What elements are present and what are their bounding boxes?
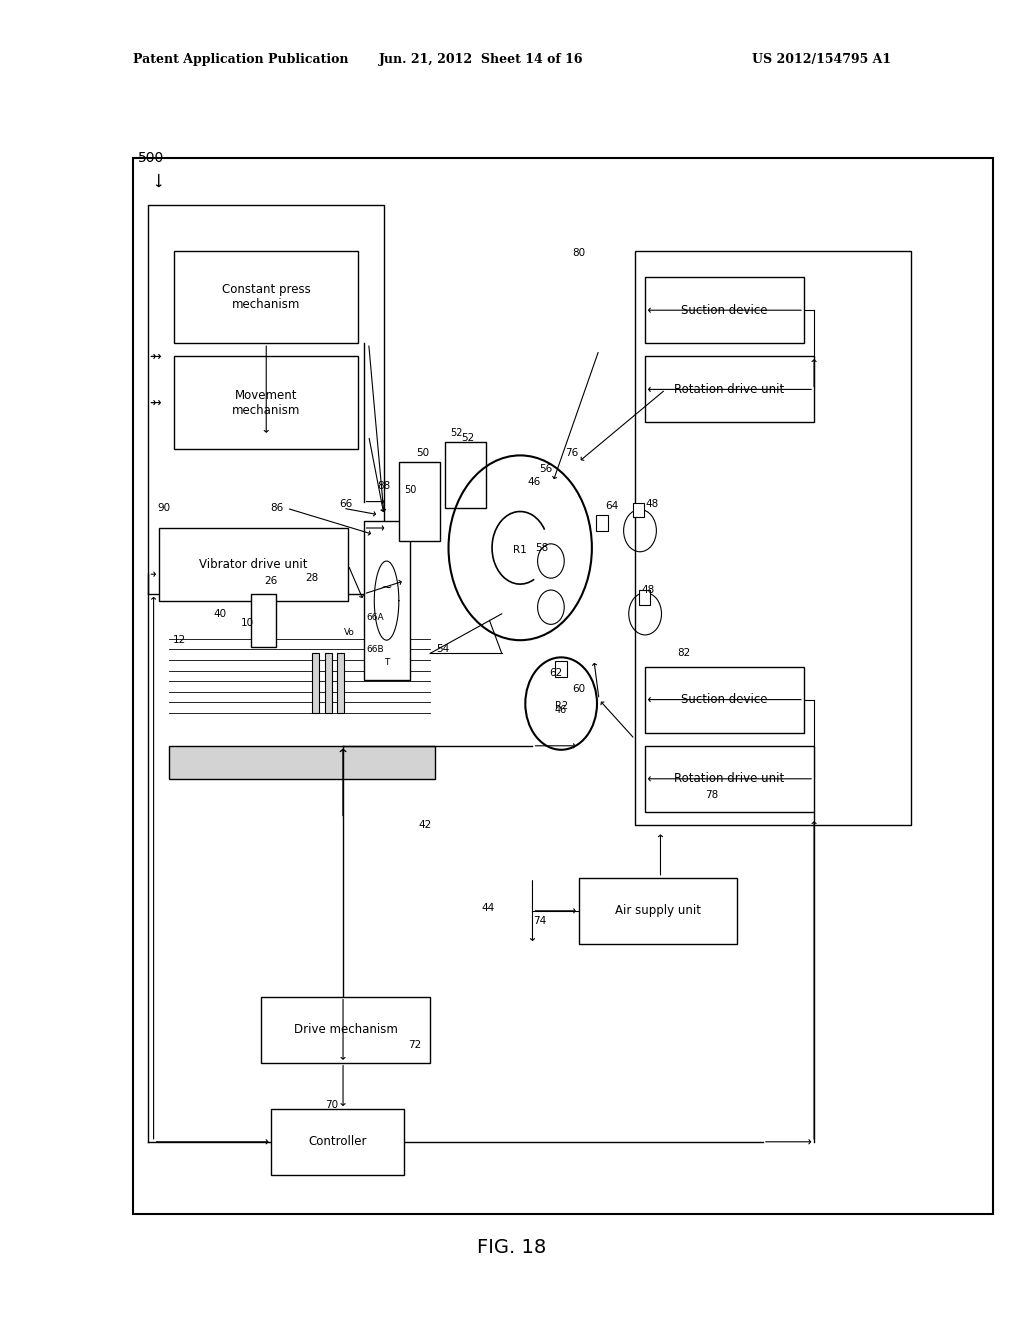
FancyBboxPatch shape [633,503,644,517]
FancyBboxPatch shape [645,667,804,733]
Text: ~: ~ [381,581,392,594]
FancyBboxPatch shape [645,277,804,343]
Text: 500: 500 [138,152,165,165]
Text: 76: 76 [565,447,578,458]
Text: 48: 48 [642,585,654,595]
Text: 28: 28 [306,573,318,583]
Text: Rotation drive unit: Rotation drive unit [675,383,784,396]
FancyBboxPatch shape [555,661,567,677]
FancyBboxPatch shape [635,251,911,825]
FancyBboxPatch shape [148,205,384,594]
FancyBboxPatch shape [445,442,486,508]
Text: Movement
mechanism: Movement mechanism [232,388,300,417]
Text: 78: 78 [706,789,718,800]
FancyBboxPatch shape [169,746,435,779]
Text: 50: 50 [404,484,417,495]
Text: 74: 74 [534,916,546,927]
FancyBboxPatch shape [596,515,608,531]
FancyBboxPatch shape [271,1109,404,1175]
Text: 46: 46 [528,477,541,487]
Text: 82: 82 [678,648,690,659]
Text: Rotation drive unit: Rotation drive unit [675,772,784,785]
Text: 72: 72 [409,1040,421,1051]
FancyBboxPatch shape [159,528,348,601]
Text: 54: 54 [436,644,449,655]
Text: US 2012/154795 A1: US 2012/154795 A1 [752,53,891,66]
Text: 58: 58 [536,543,548,553]
Text: 12: 12 [173,635,185,645]
FancyBboxPatch shape [364,521,410,680]
Text: R2: R2 [555,701,567,711]
Text: 56: 56 [540,463,552,474]
Text: 60: 60 [572,684,585,694]
FancyBboxPatch shape [645,746,814,812]
Text: 40: 40 [214,609,226,619]
Text: 64: 64 [606,500,618,511]
FancyBboxPatch shape [645,356,814,422]
Text: FIG. 18: FIG. 18 [477,1238,547,1257]
FancyBboxPatch shape [174,251,358,343]
Text: 86: 86 [270,503,283,513]
Text: Controller: Controller [308,1135,368,1148]
Text: Vibrator drive unit: Vibrator drive unit [200,558,307,570]
Text: Jun. 21, 2012  Sheet 14 of 16: Jun. 21, 2012 Sheet 14 of 16 [379,53,584,66]
Text: 52: 52 [462,433,474,444]
FancyBboxPatch shape [174,356,358,449]
FancyBboxPatch shape [133,158,993,1214]
Text: 66B: 66B [367,645,384,653]
Text: 62: 62 [550,668,562,678]
FancyBboxPatch shape [337,653,344,713]
Text: 46: 46 [555,705,567,715]
Text: Patent Application Publication: Patent Application Publication [133,53,348,66]
FancyBboxPatch shape [261,997,430,1063]
FancyBboxPatch shape [639,590,650,605]
Text: 66A: 66A [367,614,384,622]
Text: 52: 52 [451,428,463,438]
FancyBboxPatch shape [251,594,276,647]
FancyBboxPatch shape [312,653,319,713]
Text: R1: R1 [513,545,527,556]
Text: 48: 48 [646,499,658,510]
Text: Constant press
mechanism: Constant press mechanism [222,282,310,312]
Text: 44: 44 [482,903,495,913]
Text: T: T [384,659,390,667]
Text: Vo: Vo [343,628,354,636]
Text: 42: 42 [419,820,431,830]
Text: 50: 50 [417,447,429,458]
Text: 80: 80 [572,248,585,259]
Text: 10: 10 [242,618,254,628]
FancyBboxPatch shape [399,462,440,541]
Text: Air supply unit: Air supply unit [615,904,700,917]
Text: 66: 66 [340,499,352,510]
FancyBboxPatch shape [325,653,332,713]
FancyBboxPatch shape [579,878,737,944]
Text: Suction device: Suction device [681,693,768,706]
Text: 70: 70 [326,1100,338,1110]
Text: Suction device: Suction device [681,304,768,317]
Text: 90: 90 [158,503,170,513]
Text: 88: 88 [378,480,390,491]
Text: 26: 26 [265,576,278,586]
Text: Drive mechanism: Drive mechanism [294,1023,397,1036]
